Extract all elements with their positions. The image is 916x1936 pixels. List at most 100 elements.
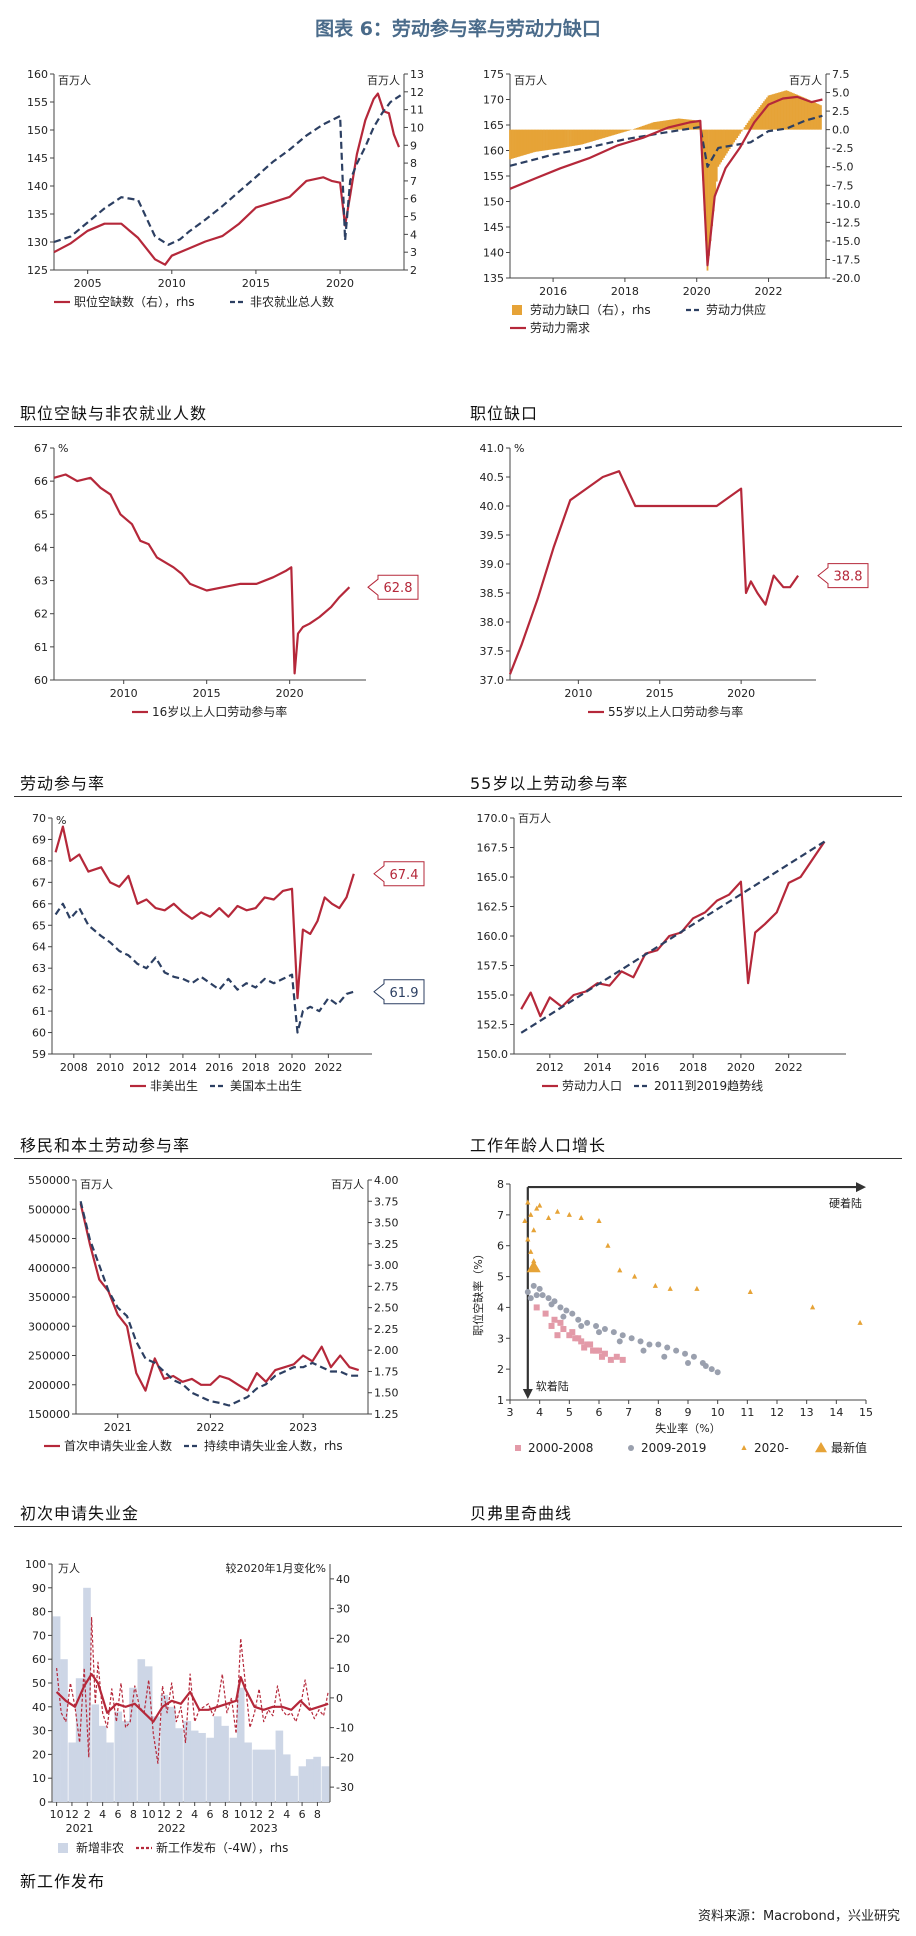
chart-working-age-population: 150.0 152.5 155.0 157.5 160.0 162.5 165.0 167.5… [470,810,900,1110]
jobs-bar [129,1687,137,1802]
gap-bar [646,124,649,130]
bev-ylabel: 职位空缺率（%） [471,1248,485,1335]
gap-bar [591,129,594,142]
gap-bar [571,129,574,147]
gap-bar [758,107,761,130]
wap-xtick-label: 2014 [584,1061,612,1074]
jobs-ytick-right-label: 20 [336,1632,350,1645]
claims-ytick-right-label: 2.75 [374,1280,399,1293]
gap-bar [525,129,528,155]
gap-bar [531,129,534,153]
jobs-legend-label-0: 新增非农 [76,1840,124,1855]
claims-unit-right: 百万人 [331,1178,364,1191]
lfpr55-ytick-left-label: 39.5 [480,529,505,542]
wap-ytick-left-label: 162.5 [477,901,509,914]
jobs-xtick-label: 4 [283,1808,290,1821]
source-note: 资料来源：Macrobond，兴业研究 [697,1909,900,1924]
wap-legend-label-1: 2011到2019趋势线 [654,1079,763,1093]
bev-point-s0 [587,1341,594,1348]
claims-xtick-label: 2023 [289,1421,317,1434]
section-title-1: 职位空缺与非农就业人数 [20,404,208,423]
gap-bar [622,129,625,133]
gap-bar [696,120,699,130]
chart-claims: 150000 200000 250000 300000 350000 400000 4500… [20,1172,450,1472]
chart-lfpr-55plus: 37.0 37.5 38.0 38.5 39.0 39.5 40.0 40.5 41.0 2010… [470,440,900,740]
jobs-bar [106,1742,114,1802]
bev-point-s1 [661,1353,668,1360]
gap-ytick-left-label: 140 [483,247,504,260]
claims-ytick-right-label: 1.25 [374,1408,399,1421]
gap-bar [697,120,700,130]
gap-bar [712,129,715,212]
claims-ytick-left-label: 300000 [28,1320,70,1333]
imm-xtick-label: 2008 [60,1061,88,1074]
gap-legend-label-1: 劳动力供应 [706,302,766,317]
bev-point-s2 [747,1289,753,1294]
bev-ytick-label: 3 [497,1332,504,1345]
bev-point-s2 [694,1285,700,1291]
vac-ytick-right-label: 7 [410,175,417,188]
gap-bar [579,129,582,145]
gap-bar [609,129,611,137]
bev-point-s0 [554,1332,561,1339]
lfpr-16plus-svg: 60 61 62 63 64 65 66 67 2010 2015 2020% 62.8 16岁以上人口… [34,442,419,719]
gap-bar [715,129,718,182]
gap-legend-label-0: 劳动力缺口（右），rhs [530,302,651,317]
gap-bar [510,129,513,159]
jobs-bar [236,1687,245,1802]
gap-series-1-line [509,114,823,168]
gap-bar [687,119,689,130]
bev-ytick-label: 6 [497,1240,504,1253]
working-age-svg: 150.0 152.5 155.0 157.5 160.0 162.5 165.0 167.5… [477,812,846,1093]
gap-ytick-left-label: 145 [483,221,504,234]
imm-series-1-line [54,902,355,1034]
claims-ytick-left-label: 250000 [28,1350,70,1363]
imm-unit-left: % [56,814,66,827]
lfpr55-ytick-left-label: 37.0 [480,674,505,687]
gap-bar [570,129,572,147]
section-rule-2 [14,796,902,797]
gap-bar [740,129,743,132]
lfpr-55plus-svg: 37.0 37.5 38.0 38.5 39.0 39.5 40.0 40.5 41.0 2010… [480,442,869,719]
imm-ytick-left-label: 60 [32,1027,46,1040]
lfpr16-xtick-label: 2015 [193,687,221,700]
chart-labor-gap: 135 140 145 150 155 160 165 170 175 -20.0 -17.5 -15… [472,68,902,368]
gap-bar [654,122,657,130]
bev-point-s2 [667,1285,673,1291]
gap-bar [565,129,568,148]
jobs-bar [160,1694,169,1802]
gap-bar [714,129,717,197]
jobs-bar [282,1754,291,1802]
jobs-xtick-label: 12 [249,1808,263,1821]
gap-bar [776,92,779,130]
jobs-series-1-line [56,1616,329,1764]
gap-bar [775,93,777,130]
gap-bar [634,128,637,130]
vac-ytick-right-label: 2 [410,264,417,277]
lfpr55-ytick-left-label: 40.0 [480,500,505,513]
bev-legend-label-1: 2009-2019 [641,1441,706,1455]
bev-point-s0 [569,1329,576,1336]
vac-ytick-right-label: 8 [410,157,417,170]
bev-point-s0 [548,1322,555,1329]
lfpr55-ytick-left-label: 40.5 [480,471,505,484]
jobs-xtick-label: 6 [207,1808,214,1821]
jobs-ytick-left-label: 90 [32,1582,46,1595]
gap-bar [628,129,631,131]
gap-bar [543,129,545,151]
lfpr55-callout-label-0: 38.8 [834,570,863,585]
gap-bar [580,129,583,145]
gap-bar [785,90,788,130]
jobs-bar [275,1730,284,1802]
gap-bar [532,129,535,153]
jobs-bar [305,1759,314,1802]
vac-ytick-right-label: 9 [410,139,417,152]
gap-bar [797,95,800,130]
imm-ytick-left-label: 68 [32,855,46,868]
gap-bar [641,125,644,130]
vac-ytick-right-label: 3 [410,246,417,259]
bev-point-s0 [581,1344,588,1351]
vac-ytick-right-label: 4 [410,228,417,241]
vac-xtick-label: 2020 [326,277,354,290]
jobs-xtick-label: 10 [142,1808,156,1821]
